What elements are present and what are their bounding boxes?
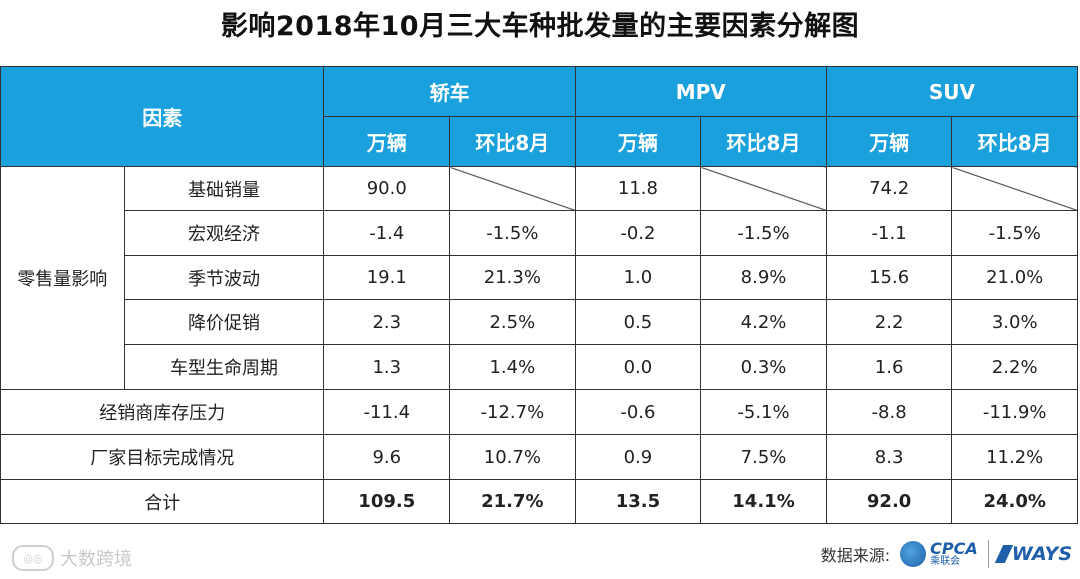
logo-divider [987, 540, 989, 568]
value-cell: 15.6 [825, 255, 953, 300]
total-cell: 109.5 [323, 479, 451, 524]
value-cell: -1.5% [700, 210, 827, 256]
value-cell: -0.6 [574, 389, 702, 435]
cpca-logo: CPCA 乘联会 [900, 541, 978, 567]
row-label: 降价促销 [123, 299, 325, 345]
value-cell: 74.2 [825, 166, 953, 211]
header-group-suv: SUV [825, 66, 1079, 117]
value-cell: -8.8 [825, 389, 953, 435]
total-cell: 24.0% [951, 479, 1078, 524]
group-label: 零售量影响 [0, 166, 125, 390]
value-cell: 90.0 [323, 166, 451, 211]
value-cell: 3.0% [951, 299, 1078, 345]
header-sub-mom: 环比8月 [951, 116, 1078, 167]
empty-diagonal-cell [951, 166, 1078, 211]
row-label: 季节波动 [123, 255, 325, 300]
header-sub-units: 万辆 [574, 116, 702, 167]
value-cell: 4.2% [700, 299, 827, 345]
header-sub-mom: 环比8月 [700, 116, 827, 167]
header-sub-units: 万辆 [825, 116, 953, 167]
ways-text: WAYS [1011, 543, 1072, 565]
total-cell: 14.1% [700, 479, 827, 524]
value-cell: 1.0 [574, 255, 702, 300]
value-cell: -12.7% [449, 389, 576, 435]
value-cell: 2.5% [449, 299, 576, 345]
value-cell: 1.4% [449, 344, 576, 390]
watermark-text: 大数跨境 [60, 549, 132, 570]
ways-mark-icon [994, 545, 1013, 563]
source-block: 数据来源: CPCA 乘联会 WAYS [821, 540, 1072, 568]
total-cell: 13.5 [574, 479, 702, 524]
empty-diagonal-cell [449, 166, 576, 211]
value-cell: 1.3 [323, 344, 451, 390]
cpca-globe-icon [900, 541, 927, 567]
value-cell: -11.9% [951, 389, 1078, 435]
total-cell: 92.0 [825, 479, 953, 524]
value-cell: 19.1 [323, 255, 451, 300]
source-label: 数据来源: [820, 546, 891, 565]
table-row: 降价促销 2.3 2.5% 0.5 4.2% 2.2 3.0% [1, 299, 1078, 345]
cpca-text: CPCA [930, 539, 978, 558]
row-label: 宏观经济 [123, 210, 325, 256]
header-factor: 因素 [0, 66, 325, 167]
value-cell: 0.0 [574, 344, 702, 390]
table-row: 宏观经济 -1.4 -1.5% -0.2 -1.5% -1.1 -1.5% [1, 210, 1078, 256]
value-cell: 10.7% [449, 434, 576, 480]
empty-diagonal-cell [700, 166, 827, 211]
value-cell: 8.9% [700, 255, 827, 300]
value-cell: -0.2 [574, 210, 702, 256]
value-cell: 0.3% [700, 344, 827, 390]
value-cell: -11.4 [323, 389, 451, 435]
value-cell: 2.3 [323, 299, 451, 345]
header-group-mpv: MPV [574, 66, 827, 117]
page-title: 影响2018年10月三大车种批发量的主要因素分解图 [220, 11, 860, 42]
value-cell: 21.0% [951, 255, 1078, 300]
row-label: 厂家目标完成情况 [0, 434, 325, 480]
table-row: 零售量影响 基础销量 90.0 11.8 74.2 [0, 166, 1078, 390]
ways-logo: WAYS [994, 543, 1072, 565]
value-cell: -5.1% [700, 389, 827, 435]
value-cell: 7.5% [700, 434, 827, 480]
total-row: 合计 109.5 21.7% 13.5 14.1% 92.0 24.0% [0, 479, 1078, 524]
watermark: ◎◎ 大数跨境 [12, 545, 132, 571]
value-cell: -1.4 [323, 210, 451, 256]
value-cell: 8.3 [825, 434, 953, 480]
cpca-sub: 乘联会 [930, 556, 961, 567]
total-cell: 21.7% [449, 479, 576, 524]
value-cell: 0.9 [574, 434, 702, 480]
table-row: 经销商库存压力 -11.4 -12.7% -0.6 -5.1% -8.8 -11.9% [0, 389, 1078, 435]
header-sub-mom: 环比8月 [449, 116, 576, 167]
value-cell: 2.2 [825, 299, 953, 345]
table-row: 季节波动 19.1 21.3% 1.0 8.9% 15.6 21.0% [1, 255, 1078, 300]
value-cell: 2.2% [951, 344, 1078, 390]
value-cell: -1.1 [825, 210, 953, 256]
value-cell: 21.3% [449, 255, 576, 300]
header-sub-units: 万辆 [323, 116, 451, 167]
row-label: 基础销量 [123, 166, 325, 211]
value-cell: -1.5% [449, 210, 576, 256]
value-cell: 1.6 [825, 344, 953, 390]
row-label: 车型生命周期 [123, 344, 325, 390]
value-cell: -1.5% [951, 210, 1078, 256]
value-cell: 11.8 [574, 166, 702, 211]
row-label: 经销商库存压力 [0, 389, 325, 435]
watermark-logo-icon: ◎◎ [12, 545, 54, 571]
value-cell: 9.6 [323, 434, 451, 480]
value-cell: 11.2% [951, 434, 1078, 480]
table-row: 车型生命周期 1.3 1.4% 0.0 0.3% 1.6 2.2% [1, 344, 1078, 390]
total-label: 合计 [0, 479, 325, 524]
factor-table: 因素 轿车 MPV SUV 万辆 环比8月 万辆 环比8月 万辆 环比8月 零售… [0, 66, 1079, 524]
table-row: 厂家目标完成情况 9.6 10.7% 0.9 7.5% 8.3 11.2% [0, 434, 1078, 480]
value-cell: 0.5 [574, 299, 702, 345]
header-group-sedan: 轿车 [323, 66, 576, 117]
table-body: 零售量影响 基础销量 90.0 11.8 74.2 宏观经济 -1.4 -1.5% -0.2 -1… [0, 166, 1078, 524]
